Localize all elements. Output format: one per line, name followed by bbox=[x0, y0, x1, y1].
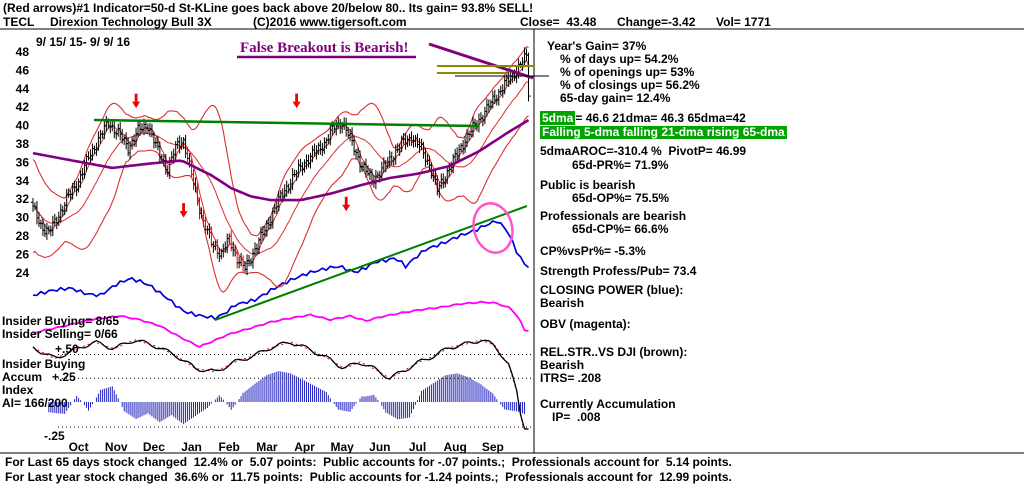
dma-values-line: 5dma = 46.6 21dma= 46.3 65dma=42 bbox=[540, 111, 746, 125]
public-sentiment: Public is bearish bbox=[540, 178, 636, 192]
insider-selling-stat: Insider Selling= 0/66 bbox=[2, 327, 118, 341]
svg-text:Jun: Jun bbox=[369, 440, 390, 454]
accum-plus25-label: +.25 bbox=[52, 370, 76, 384]
aroc-pivot: 5dmaAROC=-310.4 % PivotP= 46.99 bbox=[540, 144, 747, 158]
svg-text:46: 46 bbox=[16, 63, 30, 77]
obv-header: OBV (magenta): bbox=[540, 317, 631, 331]
closing-power-state: Bearish bbox=[540, 296, 585, 310]
ai-value: AI= 166/200 bbox=[2, 396, 68, 410]
years-gain: Year's Gain= 37% bbox=[547, 39, 647, 53]
svg-text:Sep: Sep bbox=[482, 440, 504, 454]
svg-text:36: 36 bbox=[16, 155, 30, 169]
accum-label: Accum bbox=[2, 370, 43, 384]
svg-text:Mar: Mar bbox=[256, 440, 278, 454]
professional-sentiment: Professionals are bearish bbox=[540, 209, 687, 223]
copyright-text: (C)2016 www.tigersoft.com bbox=[253, 15, 407, 29]
svg-text:48: 48 bbox=[16, 45, 30, 59]
footer-year-summary: For Last year stock changed 36.6% or 11.… bbox=[5, 470, 732, 484]
relstr-header: REL.STR..VS DJI (brown): bbox=[540, 345, 688, 359]
footer-65day-summary: For Last 65 days stock changed 12.4% or … bbox=[5, 455, 732, 469]
strength-ratio: Strength Profess/Pub= 73.4 bbox=[540, 264, 697, 278]
svg-text:34: 34 bbox=[16, 174, 30, 188]
accum-plus50-label: +.50 bbox=[55, 342, 79, 356]
relstr-state: Bearish bbox=[540, 358, 585, 372]
cp65-value: 65d-CP%= 66.6% bbox=[572, 222, 669, 236]
op65-value: 65d-OP%= 75.5% bbox=[572, 191, 670, 205]
pr65-value: 65d-PR%= 71.9% bbox=[572, 158, 669, 172]
svg-text:30: 30 bbox=[16, 211, 30, 225]
ticker-symbol: TECL bbox=[3, 15, 35, 29]
change-value: Change=-3.42 bbox=[617, 15, 696, 29]
svg-text:Feb: Feb bbox=[219, 440, 240, 454]
svg-text:26: 26 bbox=[16, 247, 30, 261]
accum-minus25-label: -.25 bbox=[44, 429, 65, 443]
svg-text:38: 38 bbox=[16, 137, 30, 151]
date-range: 9/ 15/ 15- 9/ 9/ 16 bbox=[36, 35, 131, 49]
false-breakout-annotation: False Breakout is Bearish! bbox=[240, 40, 409, 56]
svg-text:Jul: Jul bbox=[409, 440, 426, 454]
svg-text:Aug: Aug bbox=[444, 440, 467, 454]
svg-text:May: May bbox=[331, 440, 355, 454]
gain-65d: 65-day gain= 12.4% bbox=[560, 91, 671, 105]
itrs-value: ITRS= .208 bbox=[540, 371, 602, 385]
cp-vs-pr: CP%vsPr%= -5.3% bbox=[540, 244, 646, 258]
svg-text:Oct: Oct bbox=[69, 440, 89, 454]
dma-trend-line: Falling 5-dma falling 21-dma rising 65-d… bbox=[540, 125, 787, 139]
pct-openings-up: % of openings up= 53% bbox=[560, 65, 695, 79]
indicator-headline: (Red arrows)#1 Indicator=50-d St-KLine g… bbox=[3, 1, 534, 15]
security-name: Direxion Technology Bull 3X bbox=[50, 15, 212, 29]
closing-power-header: CLOSING POWER (blue): bbox=[540, 283, 684, 297]
svg-text:40: 40 bbox=[16, 119, 30, 133]
svg-text:Nov: Nov bbox=[105, 440, 128, 454]
insider-buying-stat: Insider Buying= 8/65 bbox=[2, 314, 120, 328]
dma-values-rest: = 46.6 21dma= 46.3 65dma=42 bbox=[575, 111, 746, 125]
accum-index-label: Index bbox=[2, 383, 34, 397]
dma5-highlight: 5dma bbox=[540, 111, 576, 125]
svg-text:Jan: Jan bbox=[181, 440, 202, 454]
pct-days-up: % of days up= 54.2% bbox=[560, 52, 679, 66]
insider-buying-accum-label: Insider Buying bbox=[2, 357, 86, 371]
svg-text:44: 44 bbox=[16, 82, 30, 96]
svg-text:Apr: Apr bbox=[294, 440, 315, 454]
accumulation-state: Currently Accumulation bbox=[540, 397, 676, 411]
svg-text:28: 28 bbox=[16, 229, 30, 243]
ip-value: IP= .008 bbox=[552, 410, 601, 424]
svg-text:24: 24 bbox=[16, 266, 30, 280]
volume-value: Vol= 1771 bbox=[716, 15, 771, 29]
svg-text:32: 32 bbox=[16, 192, 30, 206]
close-value: Close= 43.48 bbox=[520, 15, 597, 29]
svg-text:Dec: Dec bbox=[143, 440, 165, 454]
svg-text:42: 42 bbox=[16, 100, 30, 114]
pct-closings-up: % of closings up= 56.2% bbox=[560, 78, 700, 92]
